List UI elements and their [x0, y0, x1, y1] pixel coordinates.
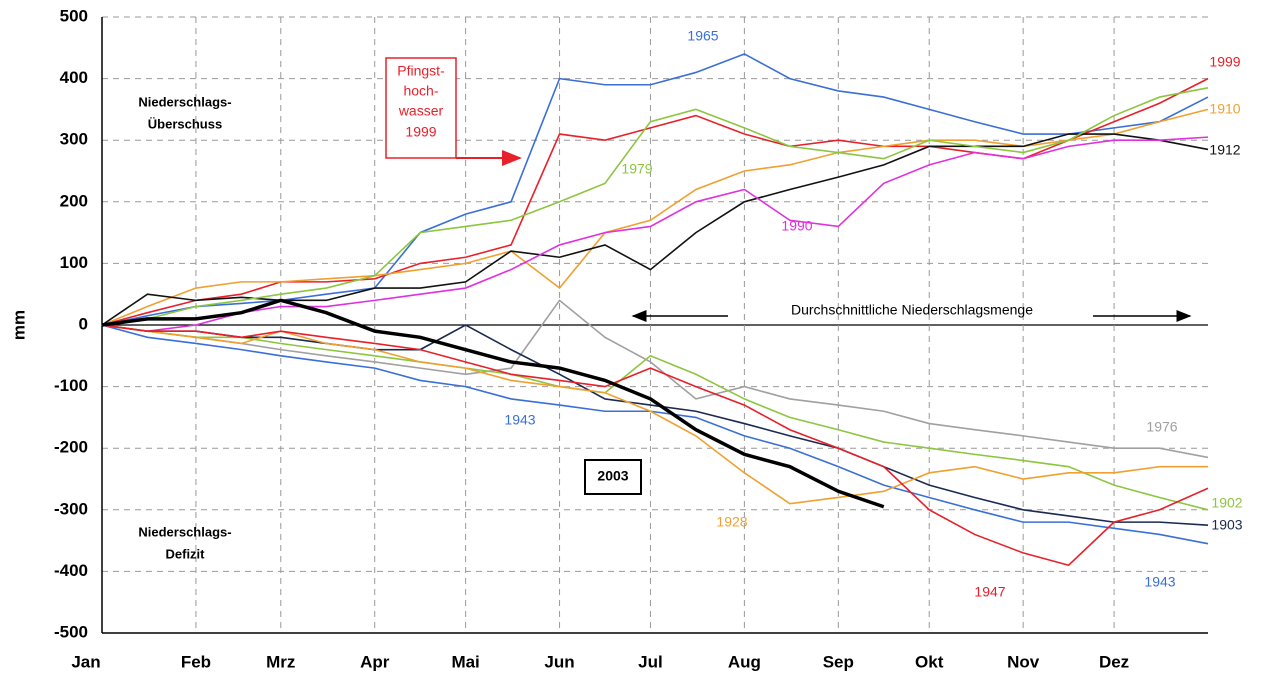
series-label: 1903: [1211, 517, 1242, 533]
annotation: 1999: [405, 124, 436, 140]
series-line: [101, 324, 1209, 526]
y-tick-label: 200: [60, 191, 88, 210]
y-tick-label: -200: [54, 438, 88, 457]
label-box: [584, 459, 642, 495]
annotation: wasser: [398, 103, 444, 119]
series-line: [101, 53, 1209, 326]
annotation: Niederschlags-: [138, 94, 231, 109]
y-tick-label: -300: [54, 499, 88, 518]
annotation: Durchschnittliche Niederschlagsmenge: [791, 302, 1033, 318]
series-label: 1943: [504, 412, 535, 428]
series-line: [101, 324, 1209, 567]
series-line: [101, 298, 885, 509]
series-label: 1912: [1209, 142, 1240, 158]
series-label: 1999: [1209, 54, 1240, 70]
series-line: [101, 87, 1209, 326]
series-label: 1976: [1146, 419, 1177, 435]
series-line: [101, 324, 1209, 511]
x-tick-label: Mrz: [266, 652, 295, 671]
series-label: 1965: [687, 28, 718, 44]
x-tick-label: Aug: [728, 652, 761, 671]
y-tick-label: -100: [54, 376, 88, 395]
series-label: 1910: [1209, 101, 1240, 117]
series-label: 1979: [621, 161, 652, 177]
x-tick-label: Okt: [915, 652, 944, 671]
x-tick-label: Apr: [360, 652, 390, 671]
y-tick-label: -400: [54, 561, 88, 580]
lines: [101, 53, 1209, 567]
y-tick-label: 100: [60, 253, 88, 272]
x-tick-label: Jul: [638, 652, 663, 671]
x-tick-label: Mai: [451, 652, 479, 671]
x-tick-label: Sep: [823, 652, 854, 671]
annotation: Überschuss: [148, 116, 222, 131]
series-line: [101, 299, 1209, 459]
x-tick-label: Feb: [181, 652, 211, 671]
annotation: hoch-: [403, 83, 438, 99]
annotation: Niederschlags-: [138, 524, 231, 539]
y-tick-label: 400: [60, 68, 88, 87]
x-tick-label: Dez: [1099, 652, 1129, 671]
y-tick-label: 500: [60, 6, 88, 25]
series-label: 1947: [974, 584, 1005, 600]
series-label: 1928: [716, 514, 747, 530]
y-tick-label: 300: [60, 130, 88, 149]
x-tick-label: Jun: [544, 652, 574, 671]
series-label: 2003: [597, 468, 628, 484]
y-tick-label: -500: [54, 622, 88, 641]
series-label: 1990: [781, 218, 812, 234]
x-tick-label: Nov: [1007, 652, 1040, 671]
series-label: 1902: [1211, 495, 1242, 511]
grid: [101, 16, 1208, 634]
series-line: [101, 136, 1209, 332]
series-label: 1943: [1144, 574, 1175, 590]
annotation: Defizit: [166, 546, 206, 561]
annotation: Pfingst-: [397, 63, 445, 79]
y-tick-label: 0: [79, 314, 88, 333]
y-axis-label: mm: [9, 310, 28, 340]
x-tick-label: Jan: [71, 652, 100, 671]
series-line: [101, 324, 1208, 505]
annotation-box: [385, 57, 457, 159]
